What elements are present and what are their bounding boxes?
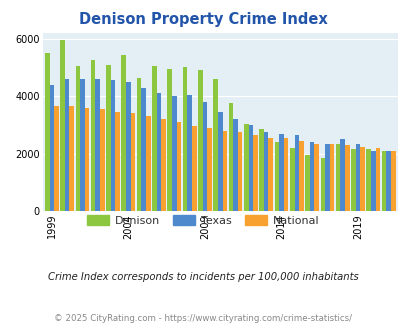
Bar [355, 144, 360, 211]
Bar [366, 149, 370, 211]
Bar [49, 85, 54, 211]
Bar [305, 155, 309, 211]
Bar [237, 132, 242, 211]
Bar [85, 108, 89, 211]
Text: © 2025 CityRating.com - https://www.cityrating.com/crime-statistics/: © 2025 CityRating.com - https://www.city… [54, 314, 351, 323]
Bar [141, 87, 146, 211]
Bar [340, 139, 344, 211]
Bar [136, 78, 141, 211]
Bar [95, 79, 100, 211]
Bar [115, 112, 119, 211]
Bar [381, 151, 386, 211]
Bar [106, 65, 111, 211]
Text: Crime Index corresponds to incidents per 100,000 inhabitants: Crime Index corresponds to incidents per… [47, 272, 358, 282]
Bar [329, 144, 333, 211]
Bar [350, 149, 355, 211]
Bar [375, 148, 379, 211]
Bar [182, 68, 187, 211]
Bar [344, 145, 349, 211]
Bar [54, 106, 59, 211]
Bar [324, 144, 329, 211]
Bar [289, 148, 294, 211]
Text: Denison Property Crime Index: Denison Property Crime Index [79, 12, 326, 26]
Bar [283, 138, 288, 211]
Bar [313, 144, 318, 211]
Bar [274, 142, 279, 211]
Bar [233, 119, 237, 211]
Bar [176, 122, 181, 211]
Bar [248, 125, 253, 211]
Bar [228, 103, 233, 211]
Bar [172, 96, 176, 211]
Bar [279, 134, 283, 211]
Bar [360, 147, 364, 211]
Bar [45, 53, 49, 211]
Bar [111, 81, 115, 211]
Bar [259, 129, 263, 211]
Bar [161, 119, 166, 211]
Bar [75, 66, 80, 211]
Bar [167, 69, 172, 211]
Bar [100, 109, 104, 211]
Bar [335, 144, 340, 211]
Bar [253, 135, 257, 211]
Bar [298, 141, 303, 211]
Bar [192, 126, 196, 211]
Bar [126, 82, 130, 211]
Bar [390, 151, 394, 211]
Bar [60, 40, 65, 211]
Bar [65, 79, 69, 211]
Bar [217, 112, 222, 211]
Bar [130, 114, 135, 211]
Bar [80, 79, 85, 211]
Bar [69, 106, 74, 211]
Bar [386, 151, 390, 211]
Bar [152, 66, 156, 211]
Bar [320, 158, 324, 211]
Bar [198, 70, 202, 211]
Bar [187, 95, 192, 211]
Bar [202, 102, 207, 211]
Bar [243, 123, 248, 211]
Bar [294, 135, 298, 211]
Bar [91, 60, 95, 211]
Bar [263, 132, 268, 211]
Bar [156, 93, 161, 211]
Bar [146, 116, 150, 211]
Bar [213, 79, 217, 211]
Bar [222, 131, 226, 211]
Bar [370, 151, 375, 211]
Bar [121, 54, 126, 211]
Bar [207, 128, 211, 211]
Bar [309, 142, 313, 211]
Legend: Denison, Texas, National: Denison, Texas, National [82, 211, 323, 230]
Bar [268, 138, 273, 211]
